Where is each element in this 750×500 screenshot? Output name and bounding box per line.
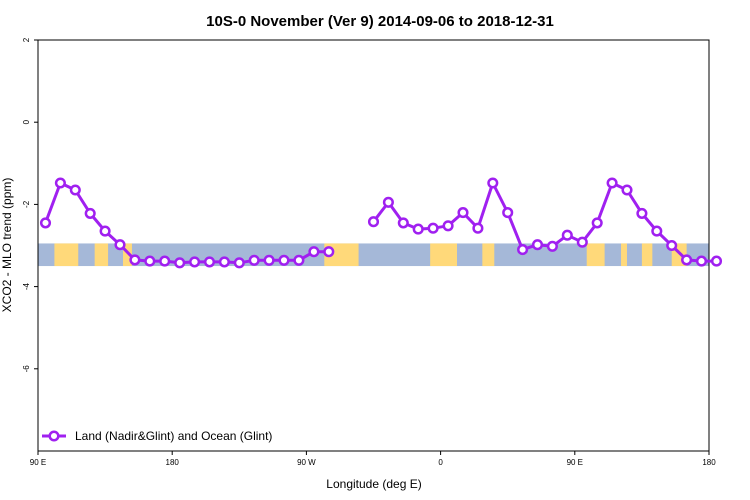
data-point: [308, 246, 320, 258]
data-point: [174, 257, 186, 269]
land-patch: [94, 243, 109, 267]
x-tick-label: 90 E: [567, 458, 583, 467]
data-point: [39, 217, 52, 229]
land-patch: [482, 243, 495, 267]
y-tick-label: -4: [22, 282, 31, 290]
data-point: [129, 254, 141, 266]
data-point: [546, 240, 558, 252]
land-patch: [122, 243, 132, 267]
y-tick-label: 2: [22, 37, 31, 42]
data-point: [561, 229, 573, 241]
data-point: [412, 223, 424, 235]
data-point: [323, 246, 335, 258]
data-point: [472, 222, 484, 234]
land-patch: [621, 243, 627, 267]
data-point: [218, 256, 230, 268]
data-point: [621, 184, 633, 196]
data-point: [159, 255, 171, 267]
y-tick-label: -2: [22, 200, 31, 208]
y-tick-label: -6: [22, 365, 31, 373]
data-point: [502, 207, 514, 219]
chart-title: 10S-0 November (Ver 9) 2014-09-06 to 201…: [206, 13, 554, 30]
legend: Land (Nadir&Glint) and Ocean (Glint): [42, 429, 272, 443]
data-point: [710, 255, 723, 267]
data-point: [278, 254, 290, 266]
data-point: [233, 257, 245, 269]
data-point: [695, 255, 708, 267]
data-point: [367, 216, 380, 228]
x-tick-label: 180: [166, 458, 180, 467]
y-axis: 2 0 -2 -4 -6: [22, 37, 38, 372]
x-axis: 90 E 180 90 W 0 90 E 180: [30, 451, 716, 467]
data-point: [427, 222, 439, 234]
data-point: [248, 254, 260, 266]
data-point: [54, 177, 66, 189]
data-point: [457, 207, 469, 219]
data-point: [666, 239, 678, 252]
land-patch: [430, 243, 458, 267]
land-patch: [641, 243, 653, 267]
x-axis-label: Longitude (deg E): [326, 477, 421, 491]
data-point: [442, 220, 454, 232]
data-point: [263, 254, 275, 266]
data-point: [69, 184, 81, 196]
data-point: [487, 177, 499, 189]
data-point: [636, 207, 648, 219]
land-patch: [586, 243, 605, 267]
data-point: [99, 225, 111, 237]
data-point: [382, 196, 394, 208]
data-point: [517, 244, 529, 256]
data-point: [189, 256, 201, 268]
y-tick-label: 0: [22, 119, 31, 124]
legend-marker: [48, 430, 60, 442]
data-point: [84, 207, 96, 219]
data-series: [39, 177, 723, 269]
data-point: [293, 254, 305, 266]
legend-label: Land (Nadir&Glint) and Ocean (Glint): [75, 429, 272, 443]
x-tick-label: 90 E: [30, 458, 46, 467]
data-point: [203, 256, 216, 268]
data-point: [531, 239, 544, 251]
data-point: [681, 254, 693, 266]
land-patch: [54, 243, 79, 267]
data-point: [397, 217, 409, 229]
x-tick-label: 180: [702, 458, 716, 467]
data-point: [606, 177, 618, 189]
data-point: [144, 255, 156, 267]
plot-frame: [37, 39, 710, 452]
x-tick-label: 90 W: [297, 458, 316, 467]
data-point: [114, 239, 126, 251]
x-tick-label: 0: [438, 458, 443, 467]
data-point: [591, 217, 603, 229]
data-point: [651, 225, 663, 237]
data-point: [576, 236, 588, 248]
y-axis-label: XCO2 - MLO trend (ppm): [0, 178, 14, 313]
